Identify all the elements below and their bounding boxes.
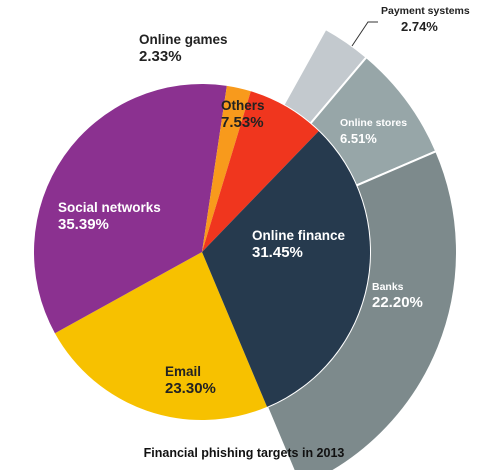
value-social-networks: 35.39% xyxy=(58,216,109,233)
label-online-stores: Online stores xyxy=(340,117,407,129)
label-social-networks: Social networks xyxy=(58,200,161,215)
value-payment-systems: 2.74% xyxy=(401,19,438,34)
slice-email xyxy=(54,252,268,421)
value-email: 23.30% xyxy=(165,380,216,397)
value-banks: 22.20% xyxy=(372,294,423,311)
slice-others xyxy=(202,91,319,252)
label-others: Others xyxy=(221,98,265,113)
value-online-finance: 31.45% xyxy=(252,244,303,261)
slice-online-games xyxy=(202,85,251,252)
leader-line-payment-systems xyxy=(351,21,378,47)
slice-online-finance xyxy=(202,131,371,407)
label-email: Email xyxy=(165,364,201,379)
pie-slices xyxy=(34,84,371,421)
label-payment-systems: Payment systems xyxy=(381,5,470,17)
online-finance-breakdown-ring xyxy=(265,27,458,470)
label-banks: Banks xyxy=(372,281,404,293)
value-online-stores: 6.51% xyxy=(340,131,377,146)
value-online-games: 2.33% xyxy=(139,48,182,65)
slice-social-networks xyxy=(34,84,227,334)
label-online-finance: Online finance xyxy=(252,228,346,243)
chart-caption: Financial phishing targets in 2013 xyxy=(143,446,345,460)
label-online-games: Online games xyxy=(139,32,228,47)
value-others: 7.53% xyxy=(221,114,264,131)
